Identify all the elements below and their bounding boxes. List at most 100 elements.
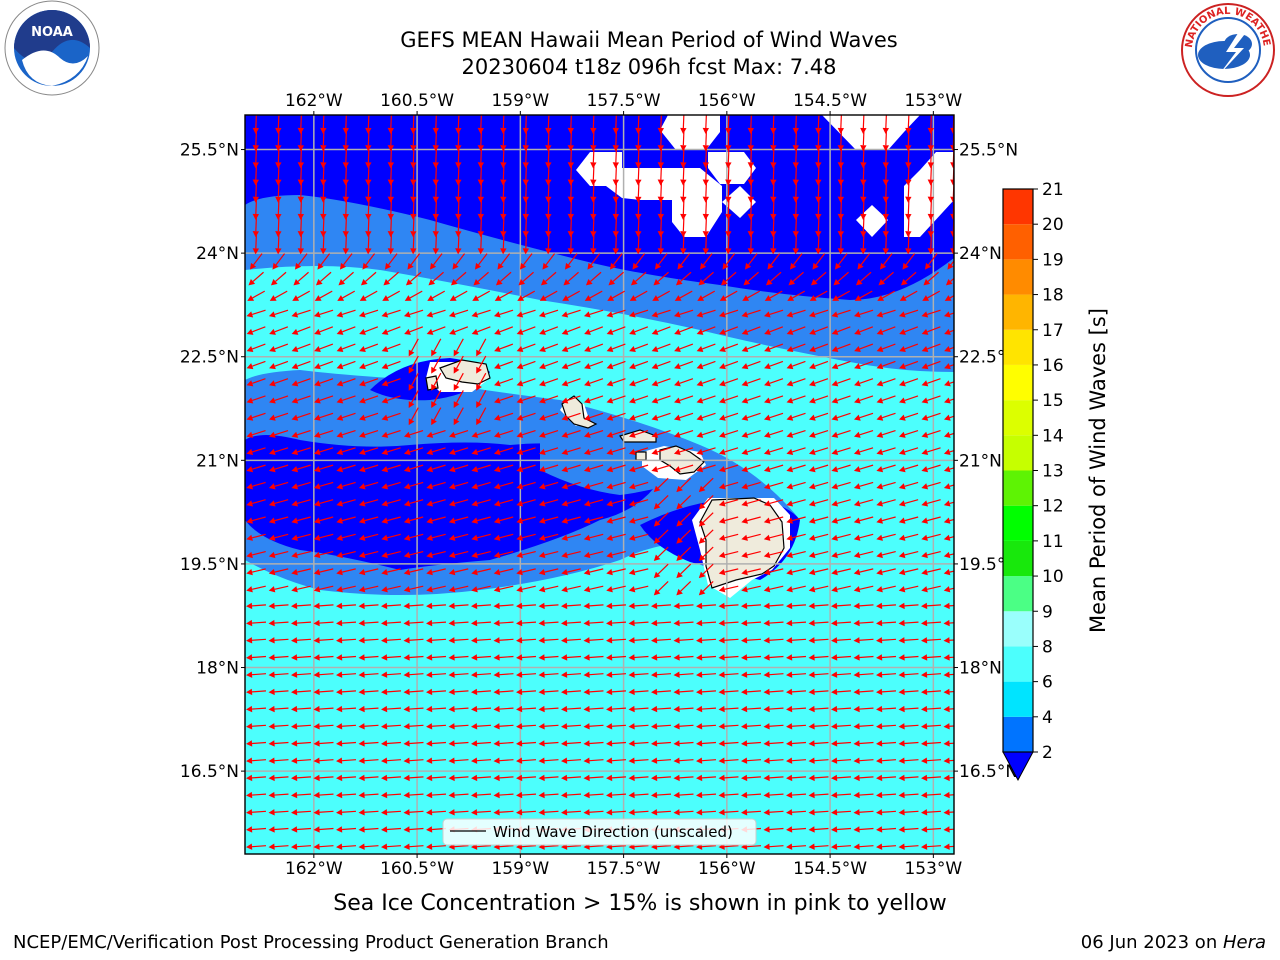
wind-arrow bbox=[860, 131, 867, 152]
wind-arrow bbox=[561, 429, 581, 438]
wind-arrow bbox=[336, 550, 356, 559]
wind-arrow bbox=[500, 182, 507, 203]
wind-arrow bbox=[718, 309, 739, 318]
wind-arrow bbox=[275, 217, 282, 238]
wind-arrow bbox=[792, 148, 800, 169]
wind-arrow bbox=[358, 826, 379, 833]
wind-arrow bbox=[448, 533, 469, 541]
wind-arrow bbox=[608, 271, 624, 286]
wind-arrow bbox=[718, 499, 739, 507]
wind-arrow bbox=[297, 148, 305, 169]
wind-arrow bbox=[742, 290, 761, 301]
wind-arrow bbox=[657, 234, 665, 255]
wind-arrow bbox=[567, 234, 575, 255]
wind-arrow bbox=[673, 774, 694, 782]
wind-arrow bbox=[381, 499, 401, 507]
wind-arrow bbox=[718, 791, 739, 799]
wind-arrow bbox=[792, 115, 800, 134]
wind-arrow bbox=[898, 774, 919, 782]
wind-arrow bbox=[432, 234, 440, 255]
wind-arrow bbox=[876, 809, 897, 816]
wind-arrow bbox=[269, 395, 289, 404]
wind-arrow bbox=[567, 217, 575, 238]
wind-arrow bbox=[876, 395, 896, 404]
wind-arrow bbox=[696, 309, 716, 318]
wind-arrow bbox=[252, 131, 260, 152]
wind-arrow bbox=[899, 412, 919, 421]
wind-arrow bbox=[403, 533, 424, 541]
wind-arrow bbox=[635, 199, 642, 220]
wind-arrow bbox=[494, 360, 514, 370]
wind-arrow bbox=[342, 234, 350, 255]
wind-arrow bbox=[831, 826, 852, 833]
lat-label-left: 24°N bbox=[196, 244, 239, 264]
wind-arrow bbox=[657, 148, 665, 169]
lon-label-top: 159°W bbox=[491, 91, 549, 111]
wind-arrow bbox=[587, 253, 601, 270]
wind-arrow bbox=[786, 723, 807, 730]
wind-arrow bbox=[313, 516, 334, 524]
wind-arrow bbox=[673, 637, 694, 644]
lon-label-bottom: 154.5°W bbox=[793, 859, 867, 879]
wind-arrow bbox=[516, 774, 537, 782]
wind-arrow bbox=[583, 499, 604, 507]
wind-arrow bbox=[853, 705, 874, 713]
wind-arrow bbox=[629, 290, 648, 301]
wind-arrow bbox=[448, 447, 469, 456]
wind-arrow bbox=[336, 688, 357, 696]
wind-arrow bbox=[808, 688, 829, 696]
wind-arrow bbox=[336, 378, 356, 387]
wind-arrow bbox=[809, 326, 829, 335]
wind-arrow bbox=[583, 791, 604, 799]
wind-arrow bbox=[921, 791, 942, 799]
wind-arrow bbox=[359, 360, 379, 370]
wind-arrow bbox=[718, 723, 739, 730]
wind-arrow bbox=[567, 115, 575, 134]
wind-arrow bbox=[432, 148, 440, 169]
wind-arrow bbox=[268, 705, 289, 713]
wind-arrow bbox=[653, 271, 669, 286]
wind-arrow bbox=[763, 585, 784, 593]
wind-arrow bbox=[831, 585, 851, 593]
wind-arrow bbox=[336, 826, 357, 833]
wind-arrow bbox=[246, 568, 266, 576]
wind-arrow bbox=[252, 165, 260, 186]
wind-arrow bbox=[448, 637, 469, 644]
wind-arrow bbox=[473, 271, 489, 286]
wind-arrow bbox=[831, 774, 852, 782]
wind-arrow bbox=[538, 688, 559, 696]
wind-arrow bbox=[359, 290, 378, 301]
wind-arrow bbox=[657, 199, 665, 220]
wind-arrow bbox=[927, 131, 935, 152]
wind-arrow bbox=[246, 637, 267, 644]
wind-arrow bbox=[500, 234, 507, 255]
wind-arrow bbox=[275, 131, 282, 152]
wind-arrow bbox=[876, 343, 896, 352]
wind-arrow bbox=[291, 309, 311, 318]
wind-arrow bbox=[612, 148, 620, 169]
wind-arrow bbox=[387, 199, 395, 220]
wind-arrow bbox=[403, 619, 424, 627]
wind-arrow bbox=[898, 654, 919, 661]
wind-arrow bbox=[815, 182, 822, 203]
wind-arrow bbox=[426, 654, 447, 661]
wind-arrow bbox=[493, 809, 514, 816]
wind-arrow bbox=[476, 372, 487, 391]
wind-arrow bbox=[786, 429, 806, 438]
wind-arrow bbox=[342, 131, 350, 152]
wind-arrow bbox=[786, 619, 807, 627]
wind-arrow bbox=[628, 688, 649, 696]
wind-arrow bbox=[493, 481, 514, 490]
wind-arrow bbox=[718, 654, 739, 661]
wind-arrow bbox=[921, 481, 941, 490]
wind-arrow bbox=[268, 499, 289, 507]
wind-arrow bbox=[336, 464, 356, 473]
wind-arrow bbox=[943, 826, 954, 833]
wind-arrow bbox=[606, 654, 627, 661]
wind-arrow bbox=[449, 290, 468, 301]
wind-arrow bbox=[426, 671, 447, 678]
wind-arrow bbox=[696, 740, 717, 747]
wind-arrow bbox=[808, 740, 829, 747]
wind-arrow bbox=[921, 688, 942, 696]
wind-arrow bbox=[831, 499, 851, 507]
